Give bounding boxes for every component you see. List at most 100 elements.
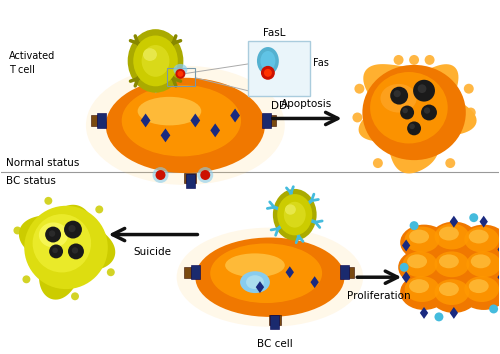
Ellipse shape [462, 250, 500, 285]
Ellipse shape [134, 35, 178, 86]
Polygon shape [498, 244, 500, 255]
Circle shape [418, 84, 426, 93]
Circle shape [200, 170, 210, 180]
Ellipse shape [471, 255, 490, 268]
Ellipse shape [404, 227, 440, 252]
Ellipse shape [434, 251, 470, 277]
Polygon shape [230, 109, 240, 122]
Circle shape [409, 55, 419, 65]
Ellipse shape [176, 228, 363, 327]
Circle shape [434, 313, 444, 321]
Ellipse shape [257, 47, 279, 75]
Text: Activated
T cell: Activated T cell [10, 51, 56, 74]
Circle shape [354, 84, 364, 94]
Ellipse shape [142, 45, 170, 77]
Ellipse shape [24, 206, 108, 289]
Polygon shape [19, 205, 116, 299]
Ellipse shape [398, 250, 446, 285]
Bar [98, 113, 106, 128]
Bar [191, 265, 200, 279]
Polygon shape [310, 276, 319, 288]
Ellipse shape [460, 225, 500, 260]
Ellipse shape [32, 214, 91, 273]
Circle shape [96, 205, 103, 213]
Circle shape [264, 69, 272, 77]
Circle shape [156, 170, 166, 180]
Ellipse shape [260, 51, 276, 71]
Polygon shape [210, 124, 220, 137]
Circle shape [14, 227, 22, 234]
Bar [341, 267, 354, 278]
Ellipse shape [86, 66, 285, 185]
Ellipse shape [225, 253, 285, 277]
Ellipse shape [434, 224, 470, 250]
Ellipse shape [464, 276, 499, 302]
Ellipse shape [469, 279, 488, 293]
Ellipse shape [464, 227, 499, 252]
Bar [270, 315, 280, 329]
Text: Normal status: Normal status [6, 158, 80, 168]
Circle shape [410, 221, 418, 230]
Ellipse shape [430, 222, 478, 257]
Circle shape [421, 104, 437, 120]
Circle shape [261, 66, 275, 80]
Bar [248, 41, 310, 96]
Ellipse shape [402, 251, 438, 277]
Polygon shape [190, 114, 200, 127]
Text: BC status: BC status [6, 176, 56, 186]
Circle shape [424, 55, 434, 65]
Circle shape [68, 225, 75, 232]
Circle shape [71, 292, 79, 300]
Polygon shape [450, 307, 458, 319]
Ellipse shape [138, 97, 202, 125]
Polygon shape [498, 271, 500, 283]
Bar [92, 115, 104, 126]
Polygon shape [420, 307, 428, 319]
Ellipse shape [439, 282, 459, 296]
Circle shape [49, 230, 56, 237]
Ellipse shape [39, 222, 68, 247]
Circle shape [107, 268, 115, 276]
Polygon shape [140, 114, 150, 127]
Ellipse shape [466, 251, 500, 277]
Ellipse shape [400, 274, 448, 310]
Polygon shape [160, 129, 170, 142]
Ellipse shape [370, 72, 448, 143]
Ellipse shape [439, 227, 459, 240]
Circle shape [72, 247, 78, 253]
Circle shape [466, 108, 475, 118]
Circle shape [52, 248, 58, 253]
Ellipse shape [430, 250, 478, 285]
Circle shape [470, 213, 478, 222]
Bar [269, 315, 281, 325]
Circle shape [394, 55, 404, 65]
Ellipse shape [400, 225, 448, 260]
Bar [186, 173, 195, 188]
Circle shape [446, 158, 456, 168]
Ellipse shape [430, 277, 478, 313]
Ellipse shape [240, 271, 270, 293]
Circle shape [178, 71, 184, 77]
Text: Proliferation: Proliferation [348, 291, 411, 301]
Circle shape [402, 108, 408, 113]
Circle shape [400, 105, 414, 119]
Circle shape [410, 124, 415, 129]
Ellipse shape [106, 78, 265, 173]
Ellipse shape [404, 276, 440, 302]
Ellipse shape [277, 194, 312, 235]
Ellipse shape [128, 29, 184, 93]
Ellipse shape [439, 255, 459, 268]
Ellipse shape [174, 64, 188, 76]
Polygon shape [402, 240, 410, 251]
Ellipse shape [246, 275, 264, 289]
Polygon shape [480, 216, 488, 228]
Ellipse shape [409, 230, 429, 244]
Text: DD: DD [271, 101, 287, 110]
Ellipse shape [469, 230, 488, 244]
Circle shape [22, 275, 30, 283]
Circle shape [400, 263, 408, 272]
Polygon shape [358, 64, 476, 173]
Text: Suicide: Suicide [134, 247, 172, 257]
Circle shape [176, 69, 186, 79]
Ellipse shape [285, 204, 296, 215]
